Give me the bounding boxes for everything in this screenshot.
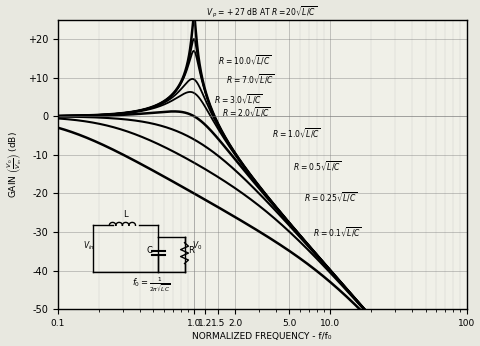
Text: $R = 7.0\sqrt{L/C}$: $R = 7.0\sqrt{L/C}$ xyxy=(222,73,275,86)
Text: $R = 2.0\sqrt{L/C}$: $R = 2.0\sqrt{L/C}$ xyxy=(218,106,271,119)
Text: $R = 0.5\sqrt{L/C}$: $R = 0.5\sqrt{L/C}$ xyxy=(289,160,342,173)
Text: $V_p = +27$ dB AT $R = 20\sqrt{L/C}$: $V_p = +27$ dB AT $R = 20\sqrt{L/C}$ xyxy=(203,4,317,20)
Text: $R = 10.0\sqrt{L/C}$: $R = 10.0\sqrt{L/C}$ xyxy=(214,54,272,67)
Text: $R = 1.0\sqrt{L/C}$: $R = 1.0\sqrt{L/C}$ xyxy=(268,127,321,140)
Y-axis label: GAIN $\left(\frac{V_0}{V_{in}}\right)$ (dB): GAIN $\left(\frac{V_0}{V_{in}}\right)$ (… xyxy=(5,131,24,198)
Text: $R = 0.25\sqrt{L/C}$: $R = 0.25\sqrt{L/C}$ xyxy=(300,191,358,204)
X-axis label: NORMALIZED FREQUENCY - f/f₀: NORMALIZED FREQUENCY - f/f₀ xyxy=(192,332,332,341)
Text: $R = 3.0\sqrt{L/C}$: $R = 3.0\sqrt{L/C}$ xyxy=(210,92,263,106)
Text: $R = 0.1\sqrt{L/C}$: $R = 0.1\sqrt{L/C}$ xyxy=(309,225,362,239)
